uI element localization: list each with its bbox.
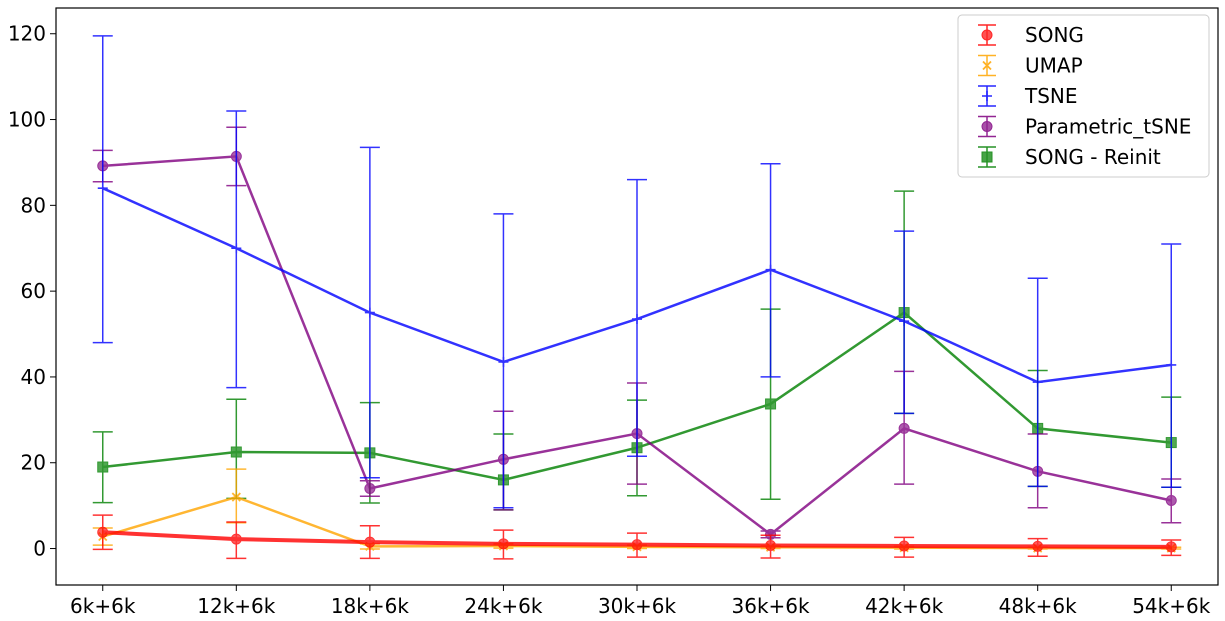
data-point [1032, 540, 1044, 552]
y-tick-label: 120 [8, 22, 46, 46]
x-tick-label: 18k+6k [331, 594, 410, 618]
legend-marker [982, 91, 992, 101]
y-tick-label: 80 [21, 193, 46, 217]
x-tick-label: 30k+6k [598, 594, 677, 618]
axes-layer: 0 20 40 60 80 100 120 6k+6k 12k+6k 18k+6k 24k+6k 30… [8, 22, 1211, 618]
legend-item [978, 85, 996, 107]
legend-item [978, 146, 996, 168]
y-tick-label: 40 [21, 365, 46, 389]
data-point [498, 356, 509, 367]
data-point [97, 526, 109, 538]
x-tick-label: 36k+6k [732, 594, 811, 618]
x-tick-label: 24k+6k [464, 594, 543, 618]
data-point [898, 422, 910, 434]
data-point [230, 446, 242, 458]
data-point [631, 539, 643, 551]
series-song [92, 514, 1182, 560]
series-tsne [92, 35, 1182, 509]
y-tick-label: 0 [33, 537, 46, 561]
legend-marker [982, 60, 992, 71]
data-point [1166, 359, 1177, 370]
data-point [364, 307, 375, 318]
data-point [632, 314, 642, 325]
data-point [1165, 541, 1177, 553]
legend-label: TSNE [1024, 84, 1078, 108]
x-tick-label: 48k+6k [999, 594, 1078, 618]
data-point [97, 183, 108, 194]
legend-label: UMAP [1025, 54, 1083, 78]
data-point [765, 540, 777, 552]
data-point [97, 461, 109, 473]
data-point [231, 492, 241, 502]
data-point [497, 538, 509, 550]
legend-marker [981, 151, 993, 163]
data-point [231, 243, 242, 254]
data-point [899, 316, 910, 327]
x-tick-label: 12k+6k [197, 594, 276, 618]
legend-label: SONG [1025, 23, 1084, 47]
legend: SONG UMAP TSNE Parametric_tSNE SONG - Reinit [957, 14, 1210, 178]
legend-marker [981, 29, 993, 41]
data-point [765, 264, 776, 275]
legend-item [978, 54, 996, 77]
legend-label: Parametric_tSNE [1025, 115, 1191, 139]
legend-item [978, 115, 996, 138]
x-tick-label: 42k+6k [865, 594, 944, 618]
data-point [1165, 494, 1177, 506]
data-point [898, 540, 910, 552]
legend-label: SONG - Reinit [1025, 145, 1161, 169]
series-layer [92, 35, 1182, 560]
x-tick-label: 6k+6k [70, 594, 136, 618]
y-tick-label: 100 [8, 108, 46, 132]
data-point [364, 536, 376, 548]
legend-box [957, 14, 1210, 178]
x-tick-label: 54k+6k [1132, 594, 1211, 618]
legend-item [978, 24, 996, 46]
y-tick-label: 20 [21, 451, 46, 475]
data-point [1032, 377, 1043, 388]
data-point [364, 482, 376, 494]
legend-marker [981, 121, 993, 132]
data-point [230, 533, 242, 545]
data-point [765, 398, 777, 410]
y-tick-label: 60 [21, 279, 46, 303]
